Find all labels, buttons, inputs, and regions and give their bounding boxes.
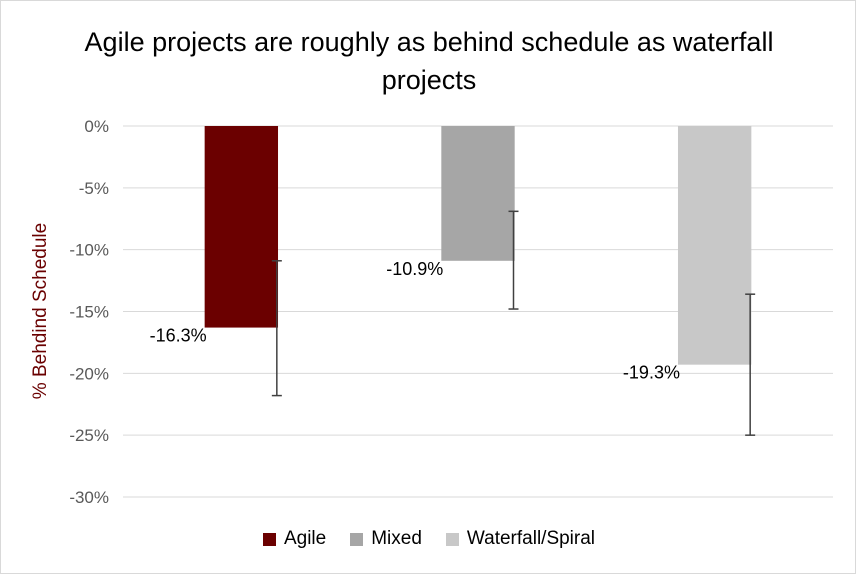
y-tick-label: -15% <box>69 303 109 322</box>
y-tick-label: 0% <box>84 117 109 136</box>
y-tick-label: -5% <box>79 179 109 198</box>
legend-label: Mixed <box>371 528 422 549</box>
y-tick-label: -25% <box>69 426 109 445</box>
data-label: -10.9% <box>386 259 443 279</box>
legend-swatch <box>445 532 459 546</box>
legend-swatch <box>350 532 364 546</box>
legend: Agile Mixed Waterfall/Spiral <box>1 528 856 550</box>
bar-agile <box>204 126 279 328</box>
legend-label: Waterfall/Spiral <box>466 528 596 549</box>
y-tick-label: -10% <box>69 241 109 260</box>
bar-waterfall-spiral <box>677 126 752 365</box>
data-label: -16.3% <box>150 326 207 346</box>
chart-title: Agile projects are roughly as behind sch… <box>84 27 774 95</box>
legend-item: Mixed <box>350 528 422 550</box>
legend-item: Agile <box>262 528 327 550</box>
y-tick-label: -30% <box>69 488 109 507</box>
data-label: -19.3% <box>623 363 680 383</box>
y-tick-label: -20% <box>69 364 109 383</box>
legend-swatch <box>262 532 276 546</box>
bar-mixed <box>441 126 515 261</box>
legend-label: Agile <box>283 528 327 549</box>
legend-item: Waterfall/Spiral <box>445 528 596 550</box>
